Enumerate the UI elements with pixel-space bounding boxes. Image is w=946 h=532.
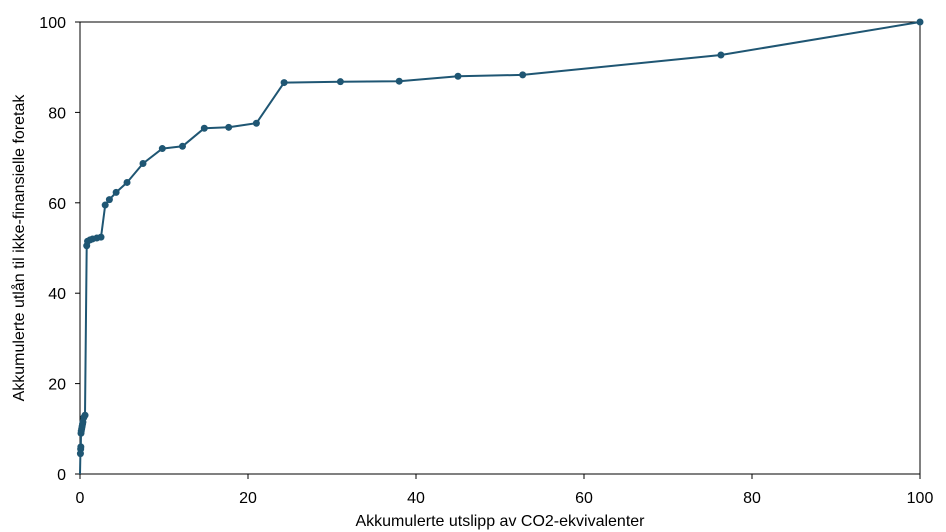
x-tick-label: 0 (76, 490, 85, 507)
data-point (112, 188, 120, 196)
data-point (139, 159, 147, 167)
x-axis-title: Akkumulerte utslipp av CO2-ekvivalenter (355, 513, 645, 530)
y-axis-ticks: 0 20 40 60 80 100 (39, 15, 80, 484)
plot-area-frame (79, 21, 921, 475)
data-point (916, 18, 924, 26)
x-tick-label: 80 (743, 490, 761, 507)
x-tick-label: 60 (575, 490, 593, 507)
data-series (76, 18, 924, 475)
y-tick-label: 40 (48, 286, 66, 303)
data-point (105, 196, 113, 204)
x-tick-label: 100 (907, 490, 934, 507)
data-point (158, 145, 166, 153)
data-point (336, 78, 344, 86)
data-point (81, 411, 89, 419)
x-tick-label: 40 (407, 490, 425, 507)
data-point (178, 142, 186, 150)
series-line (79, 21, 921, 475)
y-tick-label: 80 (48, 105, 66, 122)
y-axis-title: Akkumulerte utlån til ikke-finansielle f… (10, 94, 28, 402)
data-point (97, 233, 105, 241)
data-point (454, 72, 462, 80)
data-point (252, 119, 260, 127)
x-axis-ticks: 0 20 40 60 80 100 (76, 474, 934, 507)
data-point (101, 201, 109, 209)
y-tick-label: 100 (39, 15, 66, 32)
y-tick-label: 60 (48, 196, 66, 213)
data-point (123, 178, 131, 186)
y-tick-label: 0 (57, 467, 66, 484)
data-point (77, 443, 85, 451)
x-tick-label: 20 (239, 490, 257, 507)
data-point (200, 124, 208, 132)
data-point (395, 77, 403, 85)
data-point (225, 123, 233, 131)
data-point (519, 71, 527, 79)
y-tick-label: 20 (48, 377, 66, 394)
data-point (717, 51, 725, 59)
data-point (280, 79, 288, 87)
